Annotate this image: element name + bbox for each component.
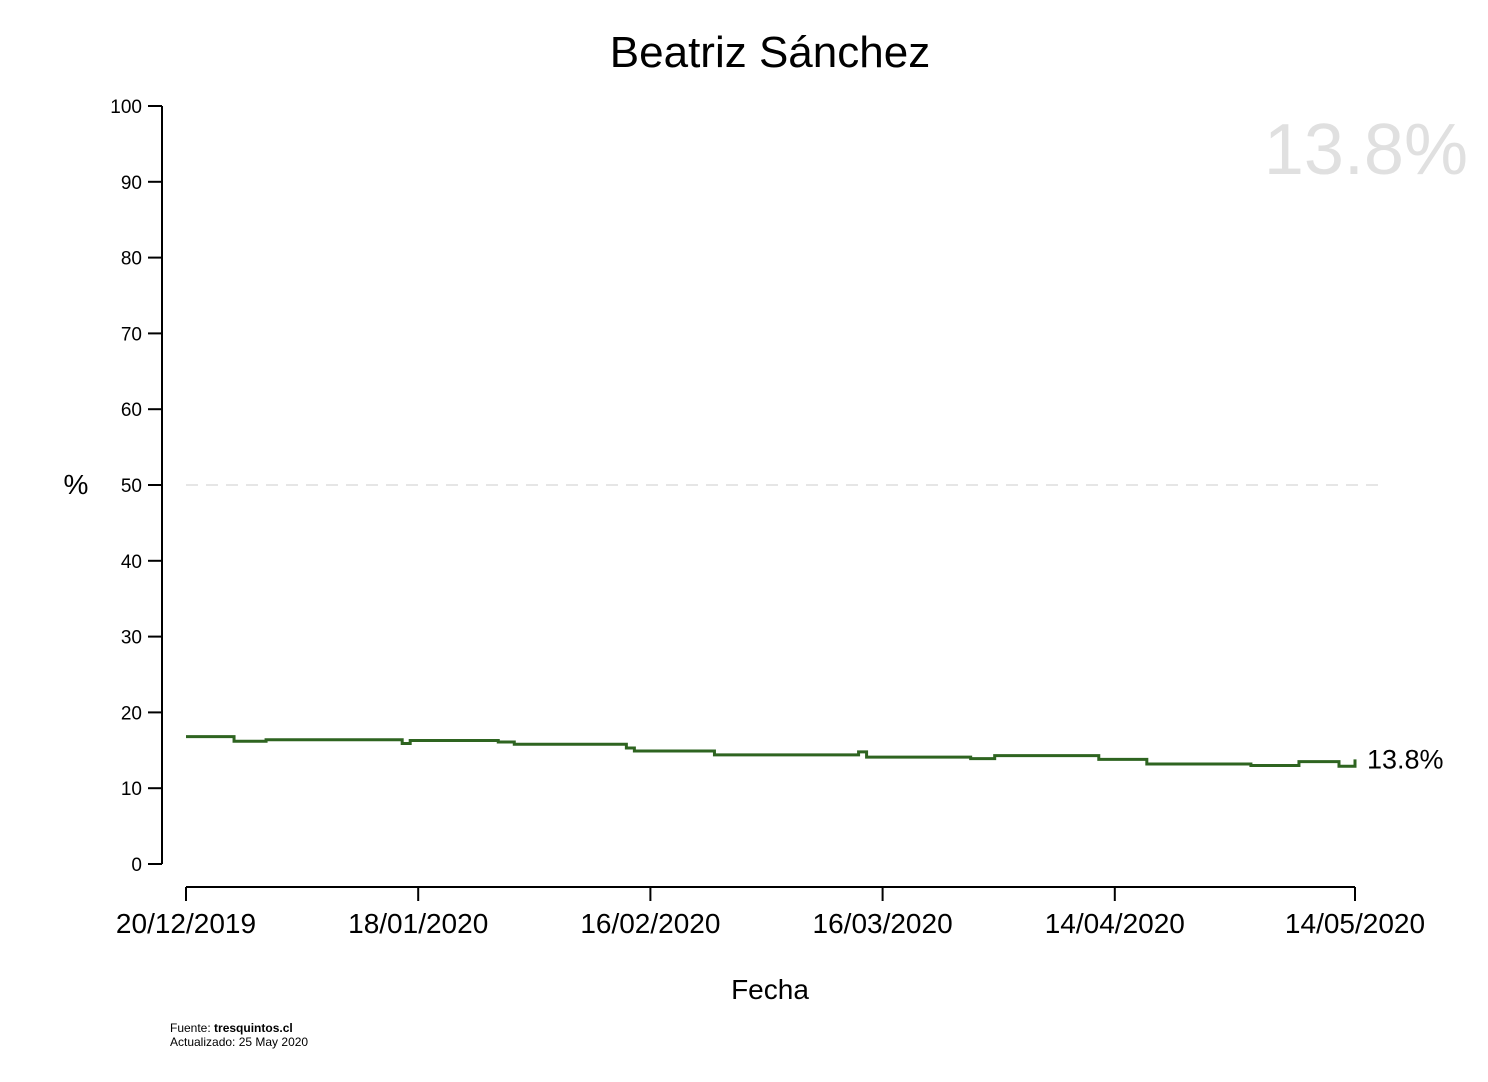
x-tick-label: 14/04/2020 (1045, 908, 1185, 939)
y-tick-label: 80 (121, 249, 142, 270)
x-axis-label: Fecha (731, 974, 809, 1005)
x-tick-label: 16/03/2020 (813, 908, 953, 939)
y-tick-label: 40 (121, 552, 142, 573)
y-tick-label: 100 (110, 97, 142, 118)
source-note: Fuente: tresquintos.cl Actualizado: 25 M… (170, 1021, 308, 1049)
y-tick-label: 30 (121, 628, 142, 649)
chart-title: Beatriz Sánchez (610, 28, 930, 77)
y-tick-label: 20 (121, 703, 142, 724)
x-tick-label: 20/12/2019 (116, 908, 256, 939)
source-site: tresquintos.cl (214, 1021, 293, 1035)
x-tick-label: 16/02/2020 (580, 908, 720, 939)
updated-line: Actualizado: 25 May 2020 (170, 1035, 309, 1049)
y-axis-label: % (64, 469, 89, 500)
end-value-label: 13.8% (1367, 744, 1444, 774)
x-tick-label: 14/05/2020 (1285, 908, 1425, 939)
x-axis: 20/12/2019 18/01/2020 16/02/2020 16/03/2020… (116, 886, 1425, 939)
series-line (186, 735, 1357, 768)
source-prefix: Fuente: (170, 1021, 211, 1035)
y-tick-label: 70 (121, 324, 142, 345)
y-tick-label: 10 (121, 779, 142, 800)
y-axis: 0 10 20 30 40 50 60 70 80 90 100 (110, 97, 163, 876)
source-line: Fuente: tresquintos.cl (170, 1021, 308, 1035)
highlight-value: 13.8% (1264, 110, 1468, 190)
y-tick-label: 90 (121, 173, 142, 194)
x-tick-label: 18/01/2020 (348, 908, 488, 939)
y-tick-label: 0 (131, 855, 142, 876)
y-tick-label: 50 (121, 476, 142, 497)
y-tick-label: 60 (121, 400, 142, 421)
